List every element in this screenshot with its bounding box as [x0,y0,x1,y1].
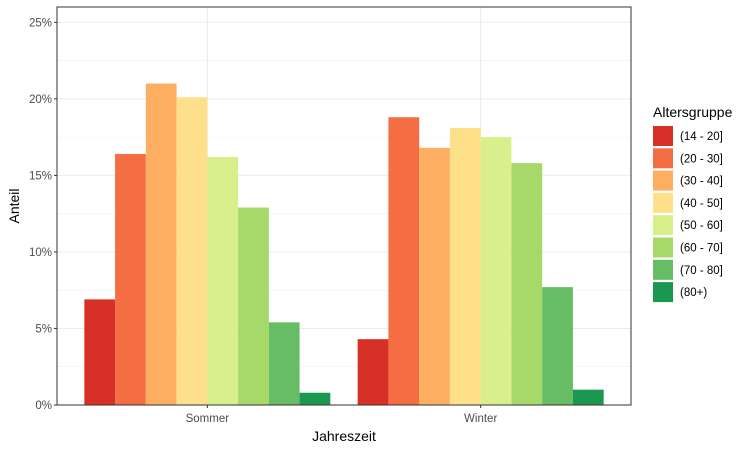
plot-panel-border [56,6,632,406]
legend-swatch [653,126,673,146]
bar [207,157,239,405]
legend-label: (40 - 50] [680,198,723,210]
bar [572,389,604,405]
y-tick-label: 20% [29,94,52,106]
bar [480,137,512,405]
bar [542,287,573,405]
legend-swatch [653,192,673,213]
y-tick-label: 10% [29,247,52,259]
legend-label: (14 - 20] [680,131,723,143]
bar [238,207,269,405]
bar [299,392,331,405]
y-tick-label: 25% [29,17,52,29]
legend-swatch [653,170,673,191]
bar [176,97,208,406]
legend-swatch [653,259,673,280]
legend-label: (50 - 60] [680,220,723,232]
bar [511,163,543,405]
legend-swatch [653,148,673,169]
legend-swatch [653,237,673,258]
bar [449,127,481,405]
bar [419,147,450,406]
y-tick-label: 15% [29,170,52,182]
bar [115,153,146,405]
bar [388,117,420,405]
legend: Altersgruppe (14 - 20] (20 - 30] (30 - 40]… [653,104,733,303]
legend-label: (80+) [680,287,707,299]
bars [84,83,604,406]
x-tick-label: Winter [464,413,497,425]
axes: 0% 5% 10% 15% 20% 25% Sommer Winter [29,17,497,425]
y-axis-title: Anteil [6,188,22,223]
legend-label: (70 - 80] [680,265,723,277]
bar [357,339,389,405]
y-tick-label: 0% [35,400,52,412]
bar [145,83,177,406]
y-tick-label: 5% [35,323,52,335]
legend-label: (30 - 40] [680,176,723,188]
legend-swatch [653,282,673,303]
legend-swatch [653,215,673,236]
x-axis-title: Jahreszeit [312,428,376,444]
x-tick-label: Sommer [186,413,230,425]
bar [268,322,300,405]
legend-title: Altersgruppe [653,104,733,120]
legend-label: (60 - 70] [680,243,723,255]
bar [84,299,116,405]
legend-label: (20 - 30] [680,153,723,165]
